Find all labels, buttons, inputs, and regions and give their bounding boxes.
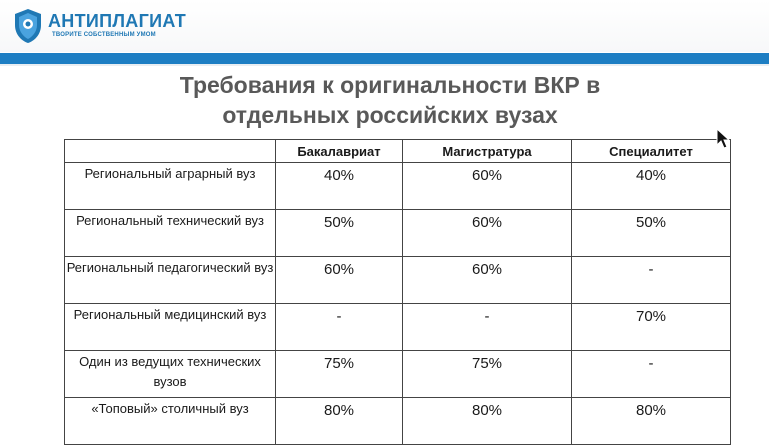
specialist-value: 50% bbox=[571, 209, 731, 257]
header-band bbox=[0, 53, 769, 64]
master-value: - bbox=[402, 303, 572, 351]
specialist-value: 70% bbox=[571, 303, 731, 351]
master-value: 60% bbox=[402, 256, 572, 304]
slide-header: АНТИПЛАГИАТ ТВОРИТЕ СОБСТВЕННЫМ УМОМ bbox=[0, 0, 769, 52]
table-row: Региональный педагогический вуз 60% 60% … bbox=[64, 256, 731, 304]
column-header-master: Магистратура bbox=[402, 139, 572, 163]
specialist-value: 80% bbox=[571, 397, 731, 445]
bachelor-value: 75% bbox=[275, 350, 403, 398]
column-header-institution bbox=[64, 139, 276, 163]
table-row: Региональный аграрный вуз 40% 60% 40% bbox=[64, 162, 731, 210]
slide-title: Требования к оригинальности ВКР в отдель… bbox=[110, 70, 670, 130]
slide-title-line-2: отдельных российских вузах bbox=[222, 102, 558, 128]
master-value: 80% bbox=[402, 397, 572, 445]
master-value: 60% bbox=[402, 209, 572, 257]
specialist-value: 40% bbox=[571, 162, 731, 210]
institution-name: Региональный аграрный вуз bbox=[64, 162, 276, 210]
logo-slogan: ТВОРИТЕ СОБСТВЕННЫМ УМОМ bbox=[52, 32, 156, 38]
column-header-bachelor: Бакалавриат bbox=[275, 139, 403, 163]
bachelor-value: 50% bbox=[275, 209, 403, 257]
arrow-cursor-icon bbox=[716, 128, 730, 149]
bachelor-value: 80% bbox=[275, 397, 403, 445]
slide-title-line-1: Требования к оригинальности ВКР в bbox=[179, 72, 601, 98]
master-value: 60% bbox=[402, 162, 572, 210]
shield-logo-icon bbox=[15, 9, 41, 43]
bachelor-value: 60% bbox=[275, 256, 403, 304]
column-header-specialist: Специалитет bbox=[571, 139, 731, 163]
institution-name: Региональный технический вуз bbox=[64, 209, 276, 257]
table-header-row: Бакалавриат Магистратура Специалитет bbox=[64, 139, 731, 163]
institution-name: Один из ведущих технических вузов bbox=[64, 350, 276, 398]
table-row: «Топовый» столичный вуз 80% 80% 80% bbox=[64, 397, 731, 445]
institution-name: Региональный медицинский вуз bbox=[64, 303, 276, 351]
institution-name: Региональный педагогический вуз bbox=[64, 256, 276, 304]
header-divider bbox=[0, 64, 769, 66]
master-value: 75% bbox=[402, 350, 572, 398]
table-row: Один из ведущих технических вузов 75% 75… bbox=[64, 350, 731, 398]
table-row: Региональный технический вуз 50% 60% 50% bbox=[64, 209, 731, 257]
requirements-table: Бакалавриат Магистратура Специалитет Рег… bbox=[64, 139, 731, 445]
institution-name: «Топовый» столичный вуз bbox=[64, 397, 276, 445]
bachelor-value: - bbox=[275, 303, 403, 351]
bachelor-value: 40% bbox=[275, 162, 403, 210]
specialist-value: - bbox=[571, 350, 731, 398]
specialist-value: - bbox=[571, 256, 731, 304]
logo-name: АНТИПЛАГИАТ bbox=[48, 11, 187, 31]
table-row: Региональный медицинский вуз - - 70% bbox=[64, 303, 731, 351]
